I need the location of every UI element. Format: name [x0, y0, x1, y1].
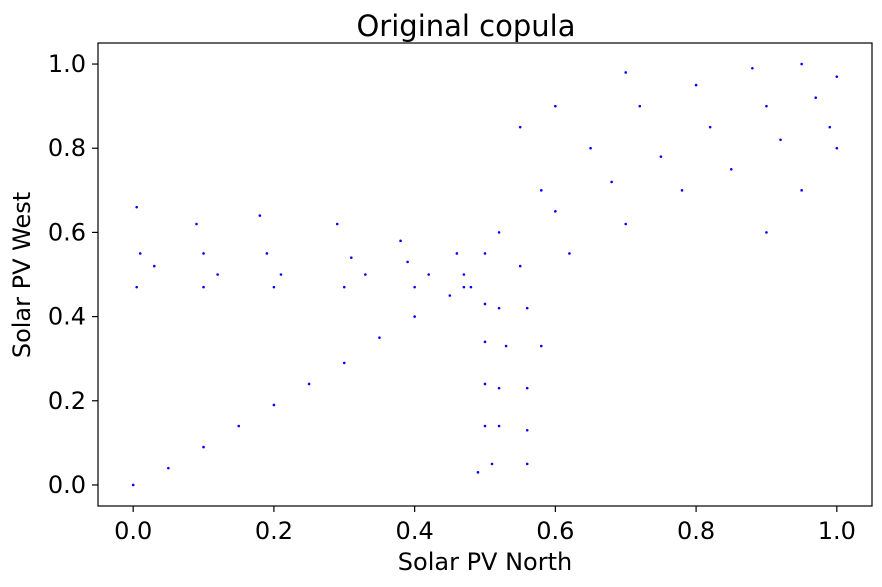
x-tick-label: 0.0 — [114, 517, 152, 545]
x-tick-label: 1.0 — [818, 517, 856, 545]
scatter-point — [272, 285, 276, 289]
scatter-point — [448, 294, 452, 297]
scatter-point — [800, 62, 803, 66]
scatter-point — [828, 125, 832, 129]
scatter-point — [131, 483, 135, 487]
scatter-point — [135, 285, 138, 289]
scatter-point — [835, 75, 839, 78]
plot-frame — [97, 42, 873, 507]
scatter-point — [202, 285, 205, 289]
scatter-point — [258, 214, 262, 217]
scatter-point — [307, 382, 311, 386]
scatter-point — [399, 239, 402, 243]
scatter-point — [525, 428, 529, 432]
scatter-point — [483, 340, 487, 344]
scatter-point — [279, 273, 283, 276]
scatter-point — [751, 66, 754, 70]
y-tick-label: 0.8 — [48, 134, 86, 162]
scatter-point — [462, 273, 466, 276]
scatter-point — [659, 155, 663, 158]
scatter-point — [800, 189, 803, 192]
x-tick-label: 0.8 — [677, 517, 715, 545]
scatter-point — [342, 285, 346, 289]
scatter-point — [765, 231, 768, 234]
y-tick-label: 1.0 — [48, 50, 86, 78]
scatter-point — [497, 231, 501, 234]
scatter-point — [364, 273, 367, 276]
scatter-point — [525, 462, 529, 466]
scatter-point — [680, 189, 684, 192]
scatter-point — [729, 167, 733, 171]
y-tick-label: 0.0 — [48, 471, 86, 499]
y-tick-label: 0.6 — [48, 218, 86, 246]
scatter-point — [152, 264, 156, 268]
scatter-point — [490, 462, 494, 466]
scatter-point — [138, 252, 142, 255]
scatter-point — [406, 260, 409, 264]
x-tick-label: 0.4 — [396, 517, 434, 545]
scatter-point — [202, 252, 205, 255]
scatter-point — [779, 138, 782, 142]
scatter-point — [378, 336, 381, 339]
scatter-point — [483, 252, 487, 255]
scatter-point — [518, 264, 522, 268]
scatter-point — [624, 222, 628, 226]
scatter-point — [525, 306, 529, 310]
scatter-point — [335, 222, 339, 226]
scatter-point — [265, 252, 269, 255]
scatter-point — [455, 252, 459, 255]
scatter-point — [589, 146, 592, 150]
scatter-point — [350, 256, 353, 259]
scatter-point — [539, 344, 543, 348]
scatter-point — [342, 361, 346, 365]
scatter-point — [497, 306, 501, 310]
y-axis-label: Solar PV West — [8, 192, 36, 358]
y-tick-label: 0.2 — [48, 387, 86, 415]
scatter-point — [483, 424, 487, 428]
scatter-point — [610, 180, 613, 184]
scatter-point — [427, 273, 431, 276]
scatter-point — [135, 205, 138, 209]
scatter-point — [237, 424, 241, 428]
scatter-point — [539, 189, 543, 192]
points-layer — [131, 62, 839, 487]
x-axis-label: Solar PV North — [398, 548, 572, 576]
scatter-point — [195, 222, 198, 226]
scatter-point — [483, 302, 487, 306]
scatter-point — [413, 315, 416, 318]
scatter-point — [202, 445, 205, 449]
scatter-point — [469, 285, 473, 289]
scatter-point — [497, 386, 501, 390]
scatter-point — [835, 146, 839, 150]
ticks-layer: 0.0 0.2 0.4 0.6 0.8 1.0 0.0 0.2 0.4 0.6 0.8 1.0 — [48, 50, 856, 545]
scatter-point — [518, 125, 522, 129]
scatter-point — [216, 273, 219, 276]
scatter-point — [624, 71, 628, 74]
scatter-point — [272, 403, 276, 407]
scatter-point — [765, 104, 768, 108]
scatter-point — [476, 471, 480, 474]
x-tick-label: 0.6 — [536, 517, 574, 545]
chart-title: Original copula — [356, 9, 575, 43]
scatter-point — [483, 382, 487, 386]
scatter-point — [504, 344, 508, 348]
y-tick-label: 0.4 — [48, 303, 86, 331]
scatter-point — [525, 386, 529, 390]
x-tick-label: 0.2 — [255, 517, 293, 545]
scatter-point — [694, 83, 698, 87]
scatter-point — [638, 104, 642, 108]
scatter-point — [708, 125, 712, 129]
scatter-point — [554, 104, 557, 108]
scatter-point — [497, 424, 501, 428]
scatter-point — [568, 252, 571, 255]
scatter-point — [554, 210, 557, 213]
scatter-point — [413, 285, 416, 289]
scatter-point — [462, 285, 466, 289]
scatter-point — [814, 96, 818, 100]
scatter-point — [167, 466, 170, 470]
